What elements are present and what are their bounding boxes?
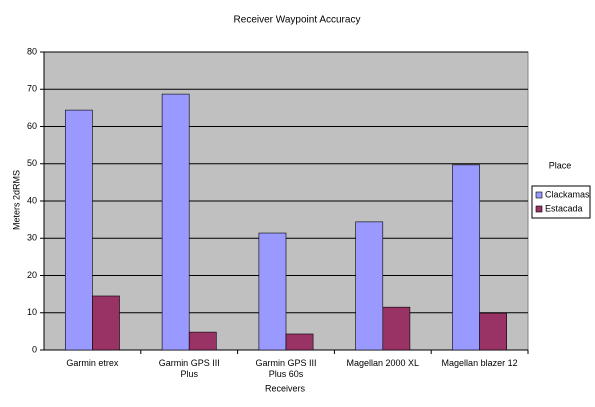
- x-tick-label: Magellan blazer 12: [441, 358, 518, 368]
- legend-label: Estacada: [545, 203, 583, 213]
- bar: [285, 333, 314, 351]
- x-tick-label: Garmin GPS III Plus: [158, 358, 220, 379]
- y-tick-label: 30: [27, 233, 37, 243]
- x-axis-title: Receivers: [265, 383, 306, 393]
- y-tick-label: 40: [27, 195, 37, 205]
- legend-swatch: [535, 205, 543, 213]
- y-tick-label: 10: [27, 307, 37, 317]
- bar: [161, 93, 190, 351]
- y-axis-title: Meters 2dRMS: [11, 170, 21, 230]
- legend-swatch: [535, 191, 543, 199]
- y-tick-label: 0: [32, 344, 37, 354]
- legend-label: Clackamas: [545, 189, 590, 199]
- bar: [64, 109, 93, 351]
- bar: [355, 221, 384, 351]
- y-tick-label: 20: [27, 270, 37, 280]
- legend-title: Place: [549, 160, 572, 170]
- x-tick-label: Magellan 2000 XL: [346, 358, 420, 368]
- chart-title: Receiver Waypoint Accuracy: [234, 15, 361, 26]
- y-tick-label: 50: [27, 158, 37, 168]
- x-tick-label: Garmin GPS III Plus 60s: [255, 358, 317, 379]
- bar: [382, 306, 411, 351]
- x-tick-label: Garmin etrex: [66, 358, 119, 368]
- y-tick-label: 70: [27, 84, 37, 94]
- bar: [188, 331, 217, 351]
- y-tick-label: 80: [27, 46, 37, 56]
- bar: [452, 164, 480, 351]
- legend-box: [531, 185, 591, 219]
- y-tick-label: 60: [27, 121, 37, 131]
- bar: [258, 232, 287, 351]
- bar: [92, 295, 120, 351]
- bar: [479, 312, 508, 351]
